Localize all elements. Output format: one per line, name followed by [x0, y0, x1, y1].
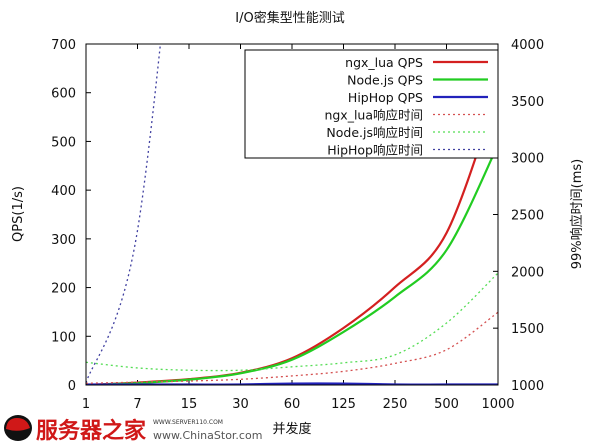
series-line-hiphop-5: [86, 44, 162, 383]
x-tick-label: 1: [82, 397, 90, 412]
x-tick-label: 250: [383, 397, 408, 412]
y-tick-label: 600: [51, 87, 76, 102]
series-line-node-js-qps1: [86, 144, 498, 385]
x-tick-label: 60: [284, 397, 301, 412]
watermark-site1: WWW.SERVER110.COM: [153, 419, 223, 426]
legend-label: Node.js QPS: [347, 73, 423, 88]
plot-frame: [85, 43, 499, 386]
x-tick-label: 125: [331, 397, 356, 412]
y2-tick-label: 1500: [511, 322, 544, 337]
y-tick-label: 500: [51, 135, 76, 150]
y2-tick-label: 3000: [511, 152, 544, 167]
y2-axis-label: 99%响应时间(ms): [569, 159, 585, 269]
watermark-brand: 服务器之家: [36, 418, 147, 444]
watermark: 服务器之家 WWW.SERVER110.COM www.ChinaStor.co…: [4, 415, 262, 444]
watermark-site2: www.ChinaStor.com: [153, 429, 262, 442]
series-line-node-js-4: [86, 272, 498, 372]
x-tick-label: 15: [181, 397, 198, 412]
chart-title: I/O密集型性能测试: [235, 10, 344, 26]
y-tick-label: 400: [51, 184, 76, 199]
y2-tick-label: 2500: [511, 209, 544, 224]
x-tick-label: 7: [133, 397, 141, 412]
x-tick-label: 500: [434, 397, 459, 412]
y-tick-label: 200: [51, 282, 76, 297]
x-tick-label: 1000: [481, 397, 514, 412]
y-tick-label: 700: [51, 38, 76, 53]
y-tick-label: 300: [51, 233, 76, 248]
y2-tick-label: 1000: [511, 379, 544, 394]
redhat-logo-hat: [6, 418, 30, 431]
y2-tick-label: 4000: [511, 38, 544, 53]
legend-label: ngx_lua QPS: [345, 55, 423, 70]
y-tick-label: 100: [51, 330, 76, 345]
x-axis-label: 并发度: [272, 421, 311, 437]
legend-label: HipHop QPS: [348, 90, 423, 105]
y-axis-label: QPS(1/s): [11, 186, 26, 242]
legend: ngx_lua QPS Node.js QPS HipHop QPS ngx_lua响…: [244, 49, 499, 159]
series-line-ngx-lua-3: [86, 311, 498, 384]
y2-tick-label: 2000: [511, 265, 544, 280]
legend-label: Node.js响应时间: [326, 125, 423, 140]
series-line-hiphop-qps2: [86, 382, 498, 385]
y2-tick-label: 3500: [511, 95, 544, 110]
legend-label: HipHop响应时间: [327, 143, 423, 158]
y-tick-label: 0: [68, 379, 76, 394]
x-tick-label: 30: [232, 397, 249, 412]
legend-label: ngx_lua响应时间: [324, 108, 423, 123]
